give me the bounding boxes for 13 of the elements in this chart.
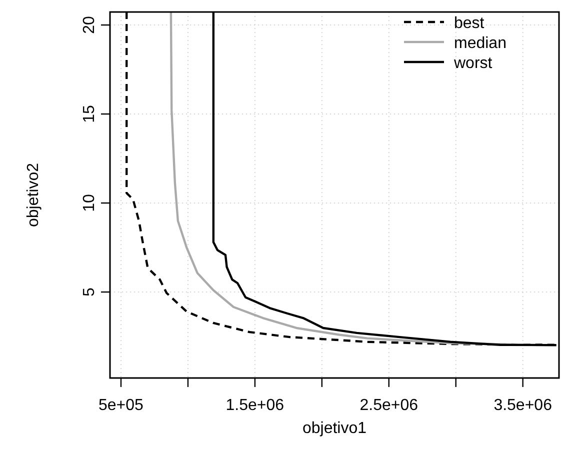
y-tick-label: 10 bbox=[81, 194, 98, 212]
legend-label: worst bbox=[453, 55, 493, 72]
y-tick-label: 5 bbox=[81, 287, 98, 296]
y-tick-label: 20 bbox=[81, 16, 98, 34]
x-tick-label: 2.5e+06 bbox=[360, 397, 418, 414]
x-tick-label: 5e+05 bbox=[98, 397, 144, 414]
legend-label: median bbox=[454, 35, 506, 52]
y-tick-label: 15 bbox=[81, 105, 98, 123]
x-tick-label: 1.5e+06 bbox=[226, 397, 284, 414]
y-axis-title: objetivo2 bbox=[25, 162, 42, 228]
legend-label: best bbox=[454, 15, 485, 32]
x-axis-title: objetivo1 bbox=[302, 420, 367, 437]
x-tick-label: 3.5e+06 bbox=[494, 397, 552, 414]
